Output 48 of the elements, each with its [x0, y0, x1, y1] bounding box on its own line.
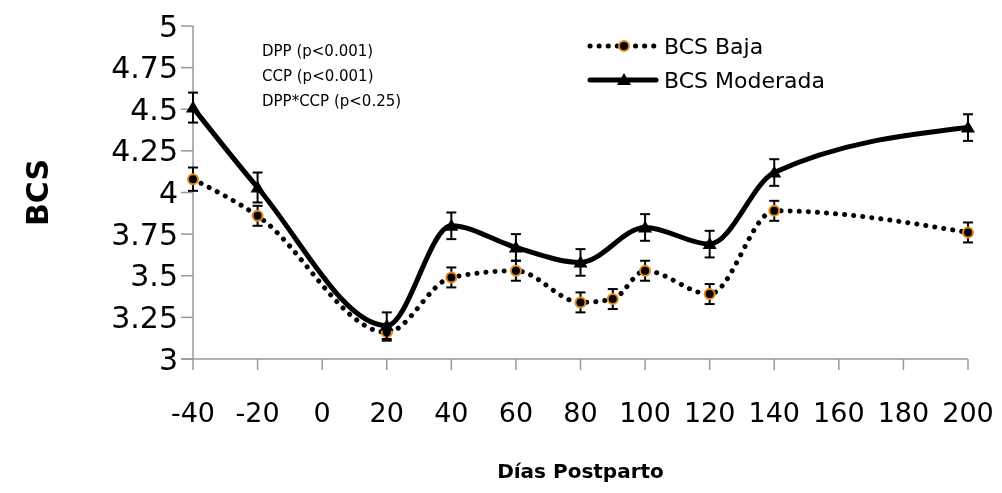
y-tick-label: 3.75 [111, 216, 178, 252]
y-tick-label: 5 [158, 8, 178, 44]
point [768, 204, 781, 217]
annotation: CCP (p<0.001) [262, 67, 374, 85]
point [508, 240, 523, 253]
point [379, 318, 394, 331]
x-tick-label: -40 [170, 397, 216, 428]
point [186, 100, 200, 113]
x-tick-label: 0 [313, 397, 331, 428]
point [702, 237, 717, 250]
y-axis-title: BCS [20, 158, 55, 227]
point [250, 180, 265, 193]
x-tick-label: 80 [563, 397, 598, 428]
point [444, 218, 459, 231]
x-tick-label: 100 [619, 397, 671, 428]
x-tick-label: 160 [813, 397, 865, 428]
point [573, 255, 588, 268]
x-tick-label: -20 [235, 397, 280, 428]
point [187, 173, 199, 186]
point [251, 209, 264, 222]
point [961, 120, 975, 133]
y-tick-label: 4.5 [130, 91, 178, 127]
point [606, 293, 619, 306]
x-tick-label: 120 [683, 397, 736, 428]
point [574, 296, 587, 309]
point [962, 226, 974, 239]
y-tick-label: 4.25 [111, 133, 178, 169]
annotation: DPP (p<0.001) [262, 42, 374, 60]
point [703, 288, 716, 301]
legend-label: BCS Moderada [664, 67, 825, 93]
y-tick-label: 3.25 [111, 299, 178, 335]
x-tick-label: 40 [434, 397, 469, 428]
y-tick-label: 4 [158, 175, 178, 210]
y-tick-label: 4.75 [111, 50, 178, 86]
x-tick-label: 200 [942, 397, 994, 428]
x-tick-label: 180 [877, 397, 930, 428]
x-tick-label: 60 [498, 397, 534, 428]
legend-label: BCS Baja [664, 33, 764, 59]
y-tick-label: 3 [158, 341, 178, 377]
annotation: DPP*CCP (p<0.25) [262, 92, 402, 110]
y-tick-label: 3.5 [130, 258, 178, 294]
point [509, 264, 522, 277]
x-axis-title: Días Postparto [497, 459, 664, 483]
x-tick-label: 140 [748, 397, 801, 428]
point [445, 271, 458, 284]
point [639, 264, 652, 277]
point [638, 220, 653, 233]
x-tick-label: 20 [369, 397, 404, 428]
